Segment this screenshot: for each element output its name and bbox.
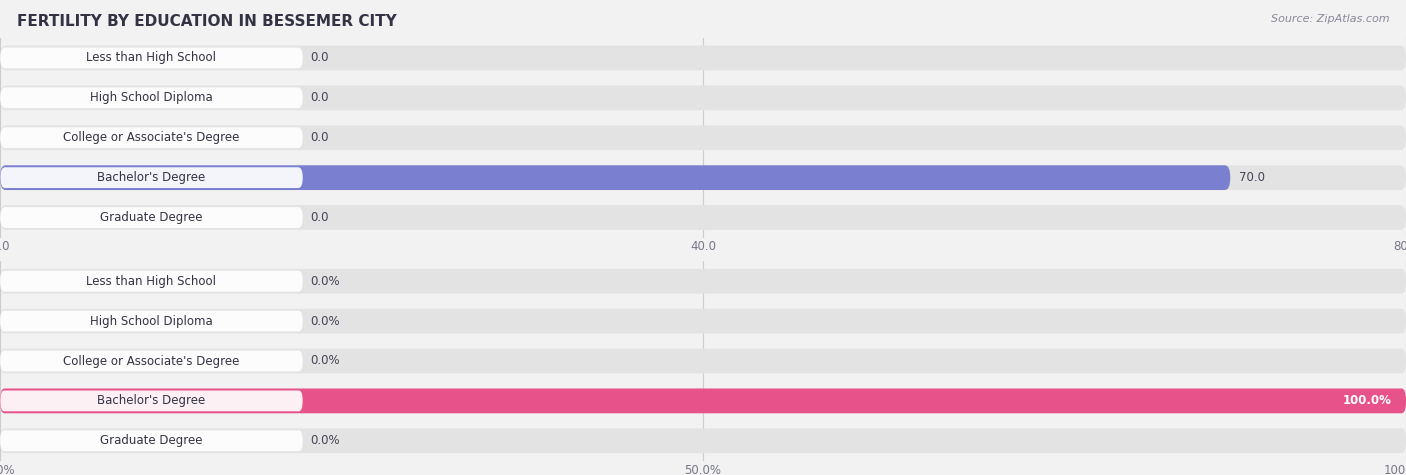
Text: Bachelor's Degree: Bachelor's Degree (97, 171, 205, 184)
FancyBboxPatch shape (0, 428, 1406, 453)
FancyBboxPatch shape (0, 125, 1406, 150)
FancyBboxPatch shape (0, 271, 302, 292)
Text: 100.0%: 100.0% (1343, 394, 1392, 408)
Text: 0.0: 0.0 (311, 91, 329, 104)
FancyBboxPatch shape (0, 389, 1406, 413)
Text: 0.0: 0.0 (311, 211, 329, 224)
FancyBboxPatch shape (0, 430, 302, 451)
FancyBboxPatch shape (0, 309, 1406, 333)
FancyBboxPatch shape (0, 165, 1406, 190)
FancyBboxPatch shape (0, 167, 302, 188)
FancyBboxPatch shape (0, 46, 1406, 70)
FancyBboxPatch shape (0, 86, 1406, 110)
Text: College or Associate's Degree: College or Associate's Degree (63, 354, 239, 368)
Text: Graduate Degree: Graduate Degree (100, 211, 202, 224)
Text: Less than High School: Less than High School (86, 51, 217, 65)
FancyBboxPatch shape (0, 351, 302, 371)
Text: Graduate Degree: Graduate Degree (100, 434, 202, 447)
Text: Source: ZipAtlas.com: Source: ZipAtlas.com (1271, 14, 1389, 24)
Text: College or Associate's Degree: College or Associate's Degree (63, 131, 239, 144)
Text: Bachelor's Degree: Bachelor's Degree (97, 394, 205, 408)
FancyBboxPatch shape (0, 269, 1406, 294)
FancyBboxPatch shape (0, 390, 302, 411)
Text: 0.0%: 0.0% (311, 354, 340, 368)
Text: 0.0%: 0.0% (311, 275, 340, 288)
Text: Less than High School: Less than High School (86, 275, 217, 288)
Text: 0.0%: 0.0% (311, 314, 340, 328)
Text: High School Diploma: High School Diploma (90, 91, 212, 104)
FancyBboxPatch shape (0, 349, 1406, 373)
FancyBboxPatch shape (0, 48, 302, 68)
FancyBboxPatch shape (0, 205, 1406, 230)
FancyBboxPatch shape (0, 127, 302, 148)
FancyBboxPatch shape (0, 207, 302, 228)
Text: 0.0%: 0.0% (311, 434, 340, 447)
FancyBboxPatch shape (0, 389, 1406, 413)
Text: FERTILITY BY EDUCATION IN BESSEMER CITY: FERTILITY BY EDUCATION IN BESSEMER CITY (17, 14, 396, 29)
Text: 0.0: 0.0 (311, 131, 329, 144)
Text: High School Diploma: High School Diploma (90, 314, 212, 328)
FancyBboxPatch shape (0, 311, 302, 332)
FancyBboxPatch shape (0, 87, 302, 108)
Text: 70.0: 70.0 (1239, 171, 1264, 184)
Text: 0.0: 0.0 (311, 51, 329, 65)
FancyBboxPatch shape (0, 165, 1230, 190)
